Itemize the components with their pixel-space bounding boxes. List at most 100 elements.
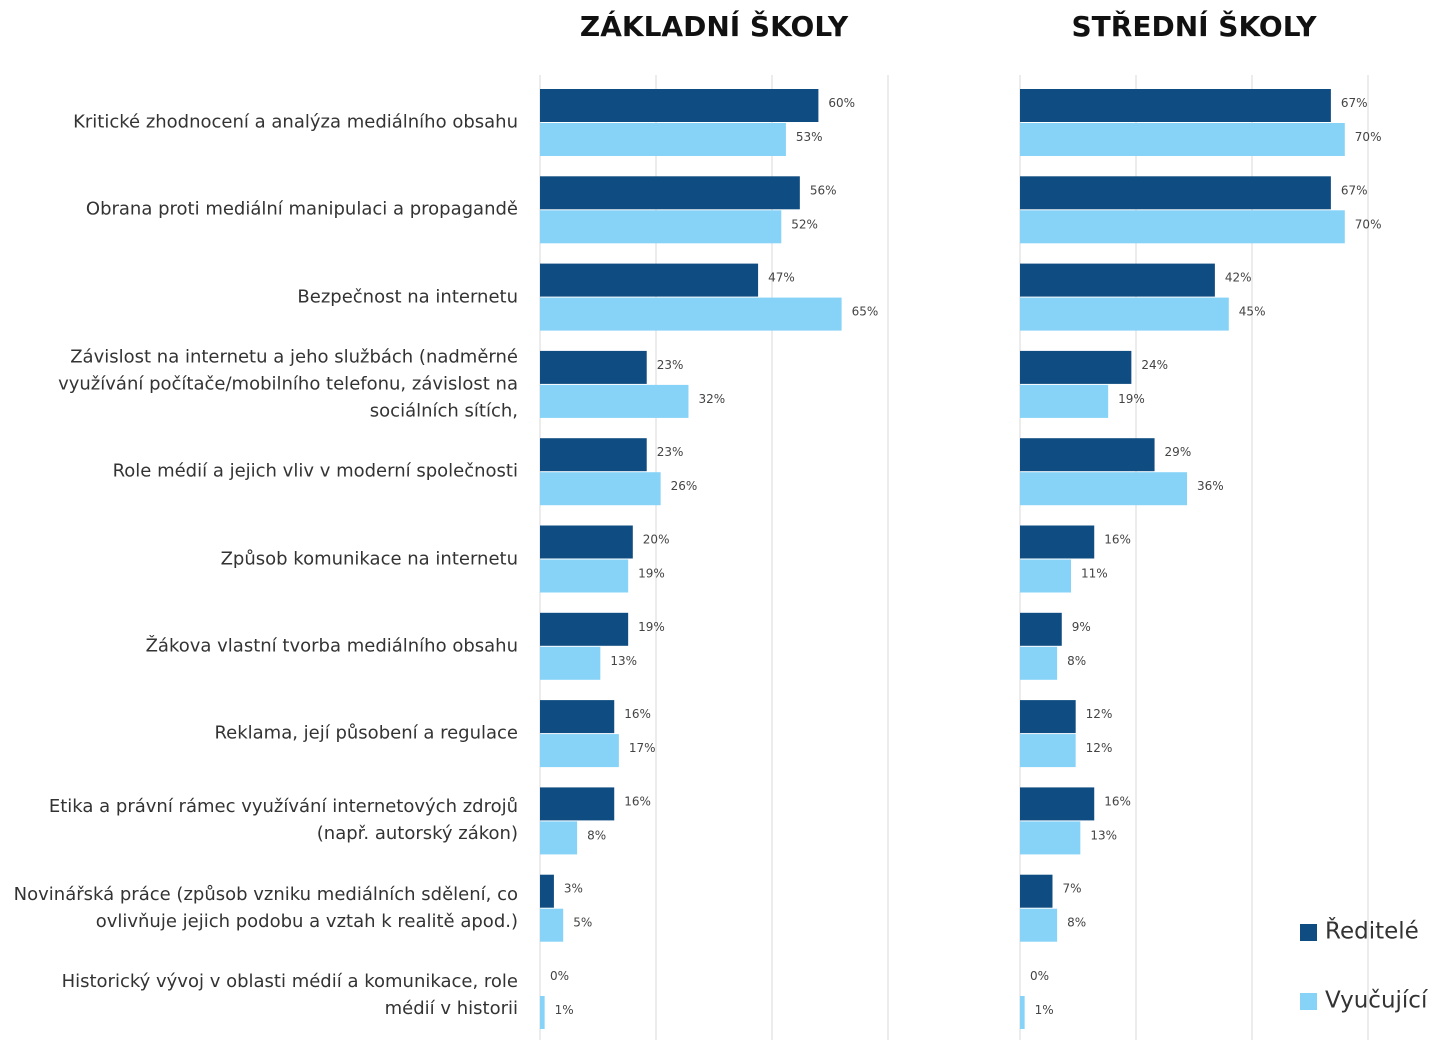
category-label: Obrana proti mediální manipulaci a propa…: [85, 198, 518, 220]
value-label: 23%: [657, 445, 684, 459]
value-label: 19%: [638, 620, 665, 634]
value-label: 65%: [852, 305, 879, 319]
bar: [1020, 559, 1072, 593]
value-label: 8%: [587, 828, 606, 842]
legend-label: Ředitelé: [1325, 917, 1419, 945]
bar: [1020, 525, 1095, 559]
value-label: 5%: [573, 916, 592, 930]
value-label: 60%: [828, 96, 855, 110]
value-label: 29%: [1165, 445, 1192, 459]
value-label: 11%: [1081, 567, 1108, 581]
value-label: 67%: [1341, 96, 1368, 110]
bar: [1020, 700, 1076, 734]
value-label: 16%: [1104, 794, 1131, 808]
bar: [1020, 787, 1095, 821]
bar: [540, 438, 647, 472]
legend-label: Vyučující: [1325, 988, 1428, 1014]
bar: [1020, 123, 1345, 156]
bar: [1020, 996, 1025, 1029]
bar: [540, 263, 759, 297]
legend-swatch: [1300, 993, 1317, 1010]
bar: [1020, 472, 1188, 506]
value-label: 3%: [564, 882, 583, 896]
bar: [540, 384, 689, 418]
bar: [1020, 176, 1331, 210]
bar: [1020, 908, 1058, 942]
bar: [1020, 646, 1058, 680]
value-label: 53%: [796, 130, 823, 144]
category-label: Žákova vlastní tvorba mediálního obsahu: [145, 635, 518, 657]
bar: [540, 559, 629, 593]
value-label: 24%: [1141, 358, 1168, 372]
value-label: 1%: [555, 1003, 574, 1017]
value-label: 1%: [1035, 1003, 1054, 1017]
bar: [1020, 384, 1109, 418]
category-label: Historický vývoj v oblasti médií a komun…: [61, 971, 518, 1019]
bar: [1020, 263, 1215, 297]
bar: [540, 908, 564, 942]
bar: [1020, 821, 1081, 855]
bar: [1020, 350, 1132, 384]
bar: [540, 350, 647, 384]
bar: [1020, 874, 1053, 908]
legend-swatch: [1300, 924, 1317, 941]
value-label: 0%: [550, 969, 569, 983]
bar: [540, 525, 633, 559]
bar: [540, 787, 615, 821]
bar: [540, 734, 619, 768]
value-label: 16%: [1104, 533, 1131, 547]
bar: [540, 472, 661, 506]
value-label: 32%: [698, 392, 725, 406]
category-label: Závislost na internetu a jeho službách (…: [58, 346, 518, 422]
value-label: 13%: [1090, 828, 1117, 842]
value-label: 56%: [810, 183, 837, 197]
bar: [540, 700, 615, 734]
category-label: Bezpečnost na internetu: [297, 286, 518, 308]
bar: [1020, 89, 1331, 122]
value-label: 20%: [643, 533, 670, 547]
bar: [540, 176, 800, 210]
bar: [540, 996, 545, 1029]
value-label: 12%: [1086, 707, 1113, 721]
value-label: 16%: [624, 707, 651, 721]
value-label: 9%: [1072, 620, 1091, 634]
value-label: 70%: [1355, 217, 1382, 231]
bar: [1020, 612, 1062, 646]
bar: [540, 874, 554, 908]
bar: [1020, 734, 1076, 768]
category-label: Novinářská práce (způsob vzniku mediální…: [13, 883, 518, 932]
category-label: Etika a právní rámec využívání interneto…: [48, 796, 518, 845]
value-label: 42%: [1225, 271, 1252, 285]
value-label: 0%: [1030, 969, 1049, 983]
chart-title: ZÁKLADNÍ ŠKOLY: [580, 9, 849, 43]
chart-title: STŘEDNÍ ŠKOLY: [1072, 9, 1318, 43]
category-label: Způsob komunikace na internetu: [220, 548, 518, 569]
value-label: 26%: [671, 479, 698, 493]
bar: [1020, 210, 1345, 244]
value-label: 67%: [1341, 183, 1368, 197]
value-label: 52%: [791, 217, 818, 231]
value-label: 17%: [629, 741, 656, 755]
value-label: 13%: [610, 654, 637, 668]
value-label: 19%: [1118, 392, 1145, 406]
value-label: 8%: [1067, 654, 1086, 668]
bar: [540, 210, 782, 244]
value-label: 8%: [1067, 916, 1086, 930]
value-label: 7%: [1062, 882, 1081, 896]
bar: [1020, 438, 1155, 472]
bar: [540, 646, 601, 680]
bar: [540, 612, 629, 646]
value-label: 19%: [638, 567, 665, 581]
bar: [1020, 297, 1229, 331]
category-label: Role médií a jejich vliv v moderní spole…: [112, 460, 518, 482]
category-label: Kritické zhodnocení a analýza mediálního…: [73, 111, 518, 133]
value-label: 36%: [1197, 479, 1224, 493]
bar: [540, 297, 842, 331]
value-label: 70%: [1355, 130, 1382, 144]
bar: [540, 123, 786, 156]
value-label: 47%: [768, 271, 795, 285]
value-label: 45%: [1239, 305, 1266, 319]
bar: [540, 89, 819, 122]
